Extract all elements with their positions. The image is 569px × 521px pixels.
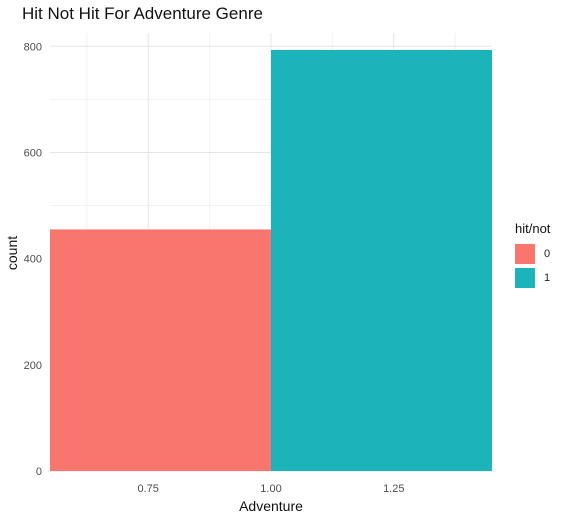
- y-tick-label: 200: [24, 360, 42, 372]
- x-axis-title: Adventure: [239, 498, 303, 514]
- legend-label: 1: [544, 272, 551, 284]
- legend-swatch: [515, 244, 535, 264]
- legend-label: 0: [544, 248, 551, 260]
- y-tick-label: 0: [36, 466, 42, 478]
- x-tick-label: 1.25: [383, 483, 404, 495]
- y-tick-label: 600: [24, 147, 42, 159]
- legend-swatch: [515, 268, 535, 288]
- bar-1: [271, 49, 492, 472]
- legend-item-1: 1: [515, 266, 550, 290]
- y-tick-label: 800: [24, 41, 42, 53]
- x-tick-label: 1.00: [260, 483, 281, 495]
- y-tick-labels: 0 200 400 600 800: [24, 41, 42, 478]
- legend-title: hit/not: [515, 221, 551, 236]
- bar-0: [50, 229, 271, 471]
- bars: [50, 49, 492, 472]
- chart-title: Hit Not Hit For Adventure Genre: [22, 4, 263, 23]
- legend-item-0: 0: [515, 242, 550, 266]
- y-tick-label: 400: [24, 254, 42, 266]
- y-axis-title: count: [4, 236, 20, 270]
- x-tick-label: 0.75: [138, 483, 159, 495]
- x-tick-labels: 0.75 1.00 1.25: [138, 483, 405, 495]
